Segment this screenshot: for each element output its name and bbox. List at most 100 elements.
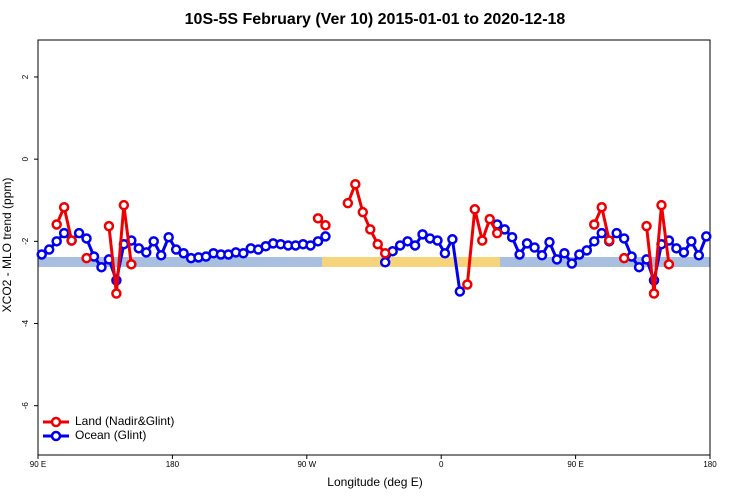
data-point [36, 249, 47, 260]
data-point [73, 227, 85, 239]
data-point [111, 288, 122, 299]
data-point [432, 235, 443, 246]
y-tick-label: 0 [21, 156, 30, 161]
data-point [678, 247, 690, 258]
data-point [603, 235, 615, 246]
data-point [66, 235, 77, 246]
x-axis-label: Longitude (deg E) [327, 475, 422, 489]
y-tick-label: -4 [21, 319, 30, 327]
data-point [447, 234, 458, 245]
data-point [648, 288, 660, 299]
data-point [342, 197, 354, 209]
data-point [133, 243, 145, 254]
data-point [506, 231, 518, 243]
data-point [701, 231, 712, 242]
data-point [58, 201, 70, 213]
data-point [96, 261, 107, 273]
data-point [596, 201, 607, 213]
legend-marker [50, 430, 62, 442]
data-point [491, 227, 503, 239]
data-point [589, 236, 600, 247]
data-point [671, 243, 682, 254]
data-point [611, 227, 622, 239]
data-point [693, 250, 705, 261]
y-axis-label: XCO2 - MLO trend (ppm) [0, 178, 14, 313]
data-point [126, 259, 137, 270]
data-point [581, 245, 593, 256]
data-point [402, 236, 413, 247]
chart-title: 10S-5S February (Ver 10) 2015-01-01 to 2… [185, 11, 566, 28]
data-point [536, 250, 548, 261]
data-point [81, 252, 92, 264]
data-point [521, 238, 533, 249]
data-point [312, 236, 324, 247]
data-point [178, 248, 189, 259]
data-point [379, 248, 391, 259]
data-point [686, 236, 697, 247]
data-point [365, 224, 376, 235]
y-tick-label: -2 [21, 237, 30, 245]
ocean-band [38, 257, 322, 267]
legend-label: Land (Nadir&Glint) [75, 414, 174, 428]
data-point [633, 261, 645, 273]
x-tick-label: 90 W [297, 460, 316, 469]
data-point [312, 213, 324, 224]
data-point [409, 240, 421, 251]
data-point [163, 231, 174, 243]
data-point [596, 227, 607, 239]
data-point [394, 240, 406, 251]
x-tick-label: 0 [439, 460, 444, 469]
data-point [155, 250, 167, 261]
plot-frame [37, 39, 711, 456]
data-point [81, 233, 92, 244]
x-tick-label: 90 E [30, 460, 46, 469]
data-point [350, 178, 361, 190]
y-tick-label: -6 [21, 402, 30, 410]
data-point [544, 236, 555, 248]
data-point [238, 248, 249, 259]
data-point [514, 249, 525, 260]
legend-marker [50, 416, 62, 428]
data-point [379, 257, 391, 268]
data-point [574, 249, 585, 260]
legend-label: Ocean (Glint) [75, 428, 146, 442]
data-point [103, 220, 115, 232]
data-point [566, 258, 578, 269]
x-tick-label: 180 [166, 460, 180, 469]
data-point [663, 259, 675, 270]
data-point [141, 247, 152, 258]
data-point [148, 236, 159, 247]
data-point [618, 233, 630, 244]
data-point [372, 238, 383, 250]
data-point [618, 252, 630, 264]
data-point [51, 236, 62, 247]
data-point [439, 248, 451, 259]
data-point [462, 279, 473, 290]
data-point [43, 244, 55, 255]
data-point [656, 199, 667, 211]
data-point [551, 254, 563, 265]
data-point [559, 248, 570, 259]
data-point [51, 219, 62, 230]
data-point [589, 219, 600, 230]
data-point [529, 242, 540, 253]
data-point [320, 231, 331, 242]
data-point [477, 235, 488, 246]
data-point [320, 220, 331, 231]
data-point [357, 206, 369, 218]
data-point [58, 227, 70, 239]
ocean-band [500, 257, 710, 267]
y-tick-label: 2 [21, 74, 30, 79]
data-point [469, 204, 481, 215]
x-tick-label: 180 [703, 460, 717, 469]
data-point [454, 286, 466, 297]
surface-band [38, 257, 710, 267]
data-point [641, 220, 652, 232]
data-point [305, 240, 316, 251]
data-point [417, 229, 428, 240]
x-tick-label: 90 E [567, 460, 583, 469]
data-point [484, 213, 495, 225]
data-point [118, 199, 130, 211]
